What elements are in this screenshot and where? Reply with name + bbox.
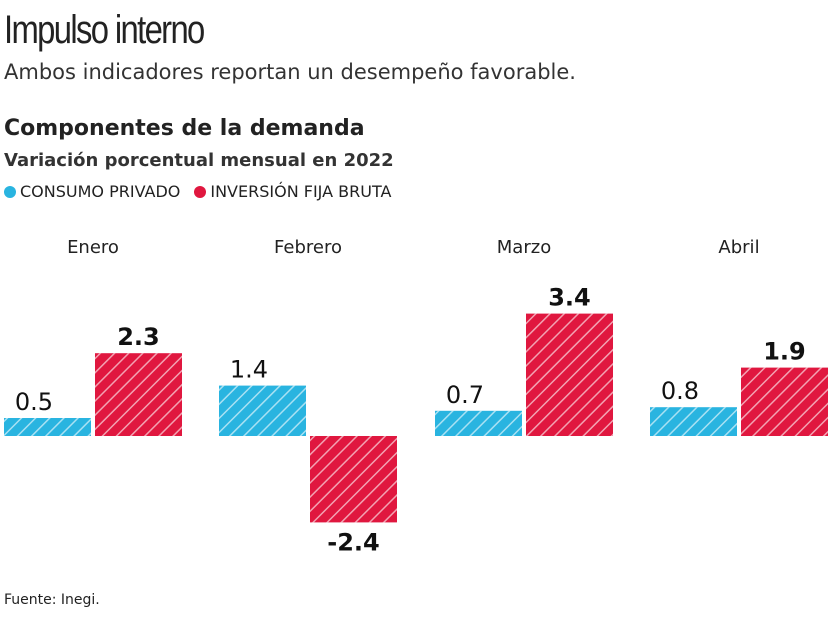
subtitle: Ambos indicadores reportan un desempeño … [4,60,576,84]
chart-subtitle: Variación porcentual mensual en 2022 [4,150,394,171]
category-label: Abril [718,237,759,258]
bar-hatch [219,385,306,436]
legend-dot-icon [194,186,207,198]
bar-hatch [650,407,737,436]
title: Impulso interno [4,8,205,52]
data-label: 1.9 [763,338,806,366]
bar-hatch [741,367,828,436]
bar-hatch [4,418,91,436]
bar-hatch [435,410,522,436]
data-label: 1.4 [230,356,268,384]
bar-hatch [310,436,397,523]
data-label: -2.4 [327,528,379,556]
category-label: Enero [67,237,119,258]
source-note: Fuente: Inegi. [4,592,100,608]
legend-dot-icon [4,186,16,198]
bar-hatch [526,313,613,436]
category-label: Febrero [274,237,342,258]
category-label: Marzo [497,237,551,258]
data-label: 0.5 [15,388,53,416]
data-label: 2.3 [117,323,160,351]
legend-item-inversion: INVERSIÓN FIJA BRUTA [194,182,391,201]
legend-item-consumo: CONSUMO PRIVADO [4,182,180,201]
chart-title: Componentes de la demanda [4,116,365,141]
data-label: 0.7 [446,381,484,409]
bar-hatch [95,353,182,436]
legend: CONSUMO PRIVADO INVERSIÓN FIJA BRUTA [4,182,391,201]
data-label: 3.4 [548,284,591,312]
data-label: 0.8 [661,377,699,405]
